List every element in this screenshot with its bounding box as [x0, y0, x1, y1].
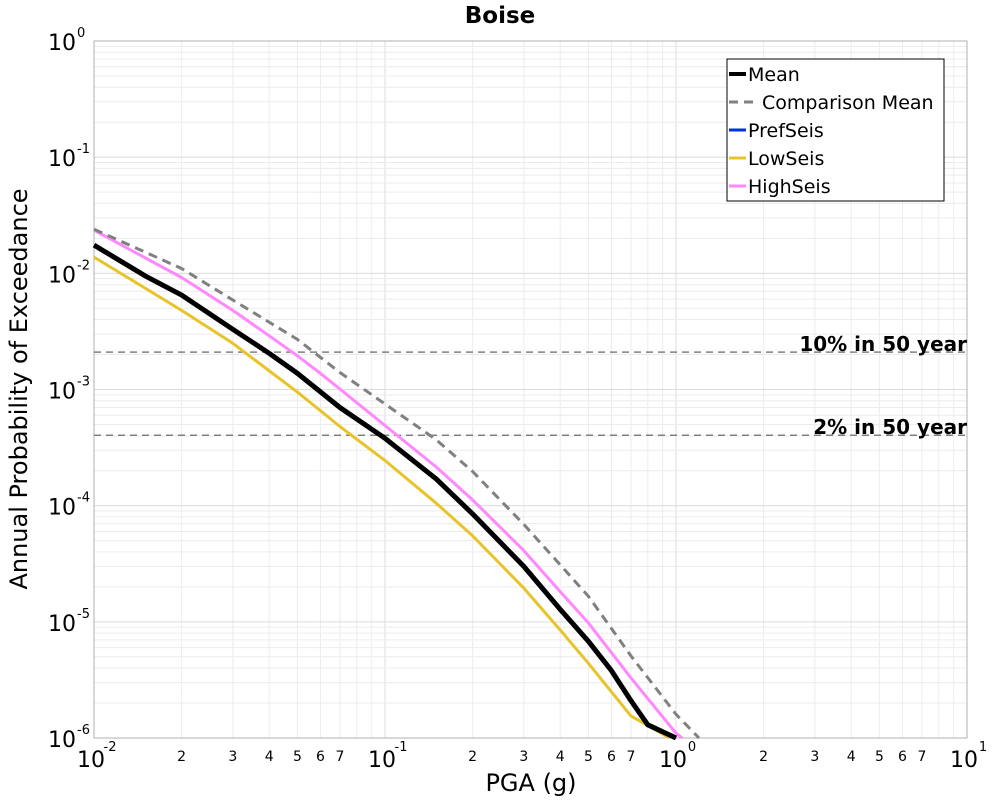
- x-major-tick-label: 10: [950, 748, 978, 773]
- x-major-tick-exponent: 1: [979, 740, 987, 755]
- y-major-tick-label: 10: [48, 147, 76, 172]
- x-minor-tick-label: 4: [265, 749, 274, 765]
- x-minor-tick-label: 6: [607, 749, 616, 765]
- legend-box: [726, 58, 945, 202]
- x-major-tick-label: 10: [77, 748, 105, 773]
- x-minor-tick-label: 7: [335, 749, 344, 765]
- x-minor-tick-label: 4: [556, 749, 565, 765]
- x-minor-tick-label: 5: [584, 749, 593, 765]
- reference-line-label: 10% in 50 year: [799, 332, 967, 356]
- x-minor-tick-label: 3: [519, 749, 528, 765]
- y-major-tick-exponent: 0: [77, 26, 85, 41]
- x-minor-tick-label: 2: [759, 749, 768, 765]
- legend-label: HighSeis: [748, 176, 831, 198]
- y-axis-label: Annual Probability of Exceedance: [5, 188, 33, 589]
- x-minor-tick-label: 6: [898, 749, 907, 765]
- x-minor-tick-label: 3: [810, 749, 819, 765]
- chart-title: Boise: [465, 3, 536, 29]
- x-axis-label: PGA (g): [485, 769, 576, 797]
- reference-lines: 10% in 50 year 2% in 50 year: [94, 332, 967, 439]
- x-minor-tick-label: 2: [177, 749, 186, 765]
- legend: Mean Comparison Mean PrefSeis LowSeis HighSe…: [726, 58, 945, 202]
- y-major-tick-exponent: -5: [77, 607, 90, 622]
- x-major-tick-exponent: 0: [688, 740, 696, 755]
- legend-label: Comparison Mean: [762, 92, 934, 114]
- legend-label: PrefSeis: [748, 120, 824, 142]
- x-minor-tick-label: 5: [293, 749, 302, 765]
- x-minor-tick-label: 7: [917, 749, 926, 765]
- y-major-tick-label: 10: [48, 263, 76, 288]
- legend-label: Mean: [748, 64, 800, 86]
- series-line-highseis: [93, 228, 684, 740]
- x-minor-tick-label: 3: [228, 749, 237, 765]
- grid: [93, 40, 968, 739]
- y-major-tick-label: 10: [48, 380, 76, 405]
- series-line-lowseis: [93, 255, 671, 740]
- y-major-tick-exponent: -2: [77, 258, 90, 273]
- y-major-tick-exponent: -1: [77, 142, 90, 157]
- x-major-tick-exponent: -2: [104, 740, 117, 755]
- series-line-comparison-mean: [93, 227, 701, 740]
- x-major-tick-label: 10: [659, 748, 687, 773]
- y-major-tick-label: 10: [48, 728, 76, 753]
- reference-line-label: 2% in 50 year: [813, 415, 967, 439]
- x-minor-tick-label: 6: [316, 749, 325, 765]
- y-major-tick-exponent: -6: [77, 723, 90, 738]
- x-minor-tick-label: 4: [847, 749, 856, 765]
- x-major-tick-label: 10: [368, 748, 396, 773]
- plot-frame: [93, 40, 968, 739]
- series-line-mean: [92, 242, 678, 741]
- x-minor-tick-label: 7: [626, 749, 635, 765]
- y-major-tick-label: 10: [48, 31, 76, 56]
- x-minor-tick-label: 2: [468, 749, 477, 765]
- y-major-tick-label: 10: [48, 612, 76, 637]
- y-major-tick-exponent: -4: [77, 491, 90, 506]
- series-lines: [92, 227, 701, 741]
- y-major-tick-label: 10: [48, 496, 76, 521]
- x-major-tick-exponent: -1: [395, 740, 408, 755]
- x-minor-tick-label: 5: [875, 749, 884, 765]
- legend-label: LowSeis: [748, 148, 824, 170]
- y-major-tick-exponent: -3: [77, 375, 90, 390]
